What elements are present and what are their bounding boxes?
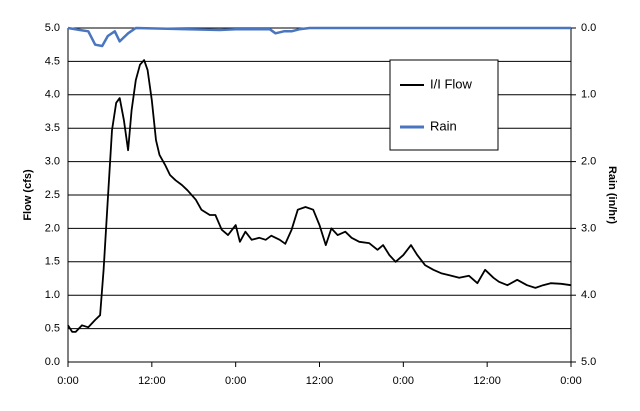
x-tick-label: 0:00 — [57, 375, 78, 387]
y2-axis-label: Rain (in/hr) — [606, 166, 618, 224]
y2-tick-label: 5.0 — [581, 356, 596, 368]
x-tick-label: 0:00 — [225, 375, 246, 387]
y-axis-label: Flow (cfs) — [22, 169, 34, 221]
y-tick-label: 2.5 — [45, 189, 60, 201]
y-tick-label: 4.0 — [45, 89, 60, 101]
y-tick-label: 1.0 — [45, 289, 60, 301]
x-tick-label: 12:00 — [473, 375, 501, 387]
x-tick-label: 12:00 — [138, 375, 166, 387]
legend-label: I/I Flow — [430, 76, 473, 91]
series-line — [67, 59, 572, 333]
y-tick-label: 3.5 — [45, 122, 60, 134]
y2-tick-label: 2.0 — [581, 156, 596, 168]
y2-tick-label: 4.0 — [581, 289, 596, 301]
y2-tick-label: 0.0 — [581, 22, 596, 34]
y-tick-label: 2.0 — [45, 222, 60, 234]
series-line — [67, 26, 571, 48]
x-tick-label: 0:00 — [560, 375, 581, 387]
y-tick-label: 3.0 — [45, 156, 60, 168]
y-tick-label: 5.0 — [45, 22, 60, 34]
x-tick-label: 12:00 — [306, 375, 334, 387]
y-tick-label: 0.5 — [45, 323, 60, 335]
y-tick-label: 1.5 — [45, 256, 60, 268]
y-tick-label: 0.0 — [45, 356, 60, 368]
y-tick-label: 4.5 — [45, 55, 60, 67]
legend-box — [389, 59, 499, 151]
legend-label: Rain — [430, 118, 457, 133]
x-tick-label: 0:00 — [393, 375, 414, 387]
y2-tick-label: 3.0 — [581, 222, 596, 234]
y2-tick-label: 1.0 — [581, 89, 596, 101]
